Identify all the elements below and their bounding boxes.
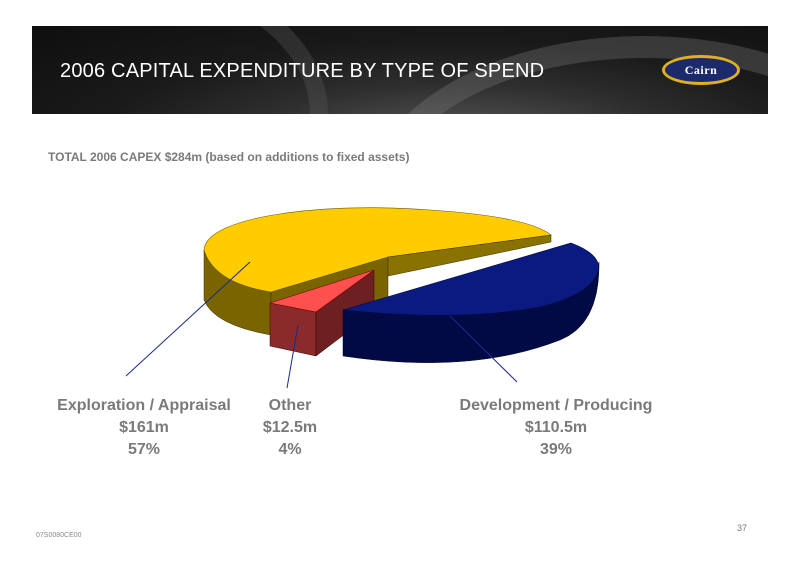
label-exploration-name: Exploration / Appraisal [57, 397, 231, 414]
page-title: 2006 CAPITAL EXPENDITURE BY TYPE OF SPEN… [60, 60, 545, 82]
leader-line-exploration [125, 261, 251, 377]
header-banner: 2006 CAPITAL EXPENDITURE BY TYPE OF SPEN… [32, 26, 768, 114]
chart-title: TOTAL 2006 CAPEX $284m (based on additio… [48, 150, 410, 164]
leader-line-other [286, 324, 299, 389]
logo-text: Cairn [684, 62, 718, 77]
label-exploration-value: $161m [119, 419, 169, 436]
slice-exploration-cut-wall [387, 234, 552, 277]
label-development-name: Development / Producing [459, 397, 653, 414]
label-other-percent: 4% [278, 441, 302, 458]
document-code: 07S0080CE00 [36, 532, 82, 539]
label-development-percent: 39% [539, 441, 573, 458]
leader-line-development [449, 315, 518, 383]
cairn-logo: Cairn [662, 55, 740, 85]
page-number: 37 [737, 523, 748, 533]
slice-other-top [269, 269, 375, 313]
label-other-value: $12.5m [262, 419, 318, 436]
label-other-name: Other [268, 397, 312, 414]
slice-exploration-top [203, 207, 552, 293]
slice-development [342, 242, 600, 363]
label-other: Other $12.5m 4% [240, 395, 340, 461]
label-exploration: Exploration / Appraisal $161m 57% [48, 395, 240, 461]
label-development-value: $110.5m [524, 419, 588, 436]
label-development: Development / Producing $110.5m 39% [440, 395, 672, 461]
slice-development-top [342, 242, 599, 316]
label-exploration-percent: 57% [127, 441, 161, 458]
